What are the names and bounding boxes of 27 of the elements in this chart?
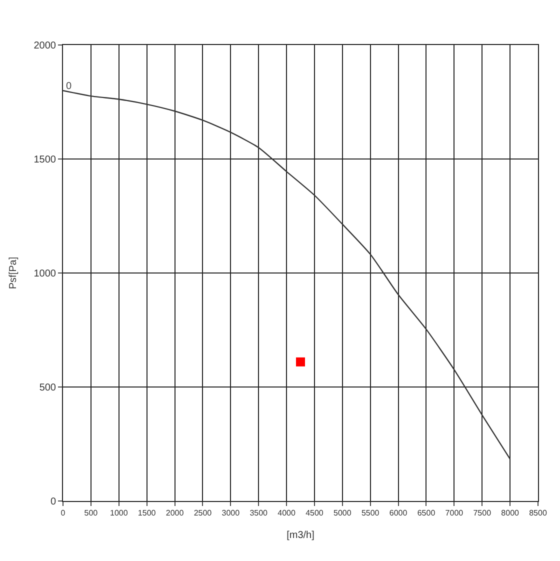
x-tick-label: 2000 [166, 508, 184, 518]
y-tick-label: 500 [39, 382, 56, 394]
x-tick-label: 5500 [361, 508, 380, 518]
y-tick-label: 1000 [34, 268, 56, 280]
line-series [63, 90, 511, 460]
x-tick-label: 6500 [417, 508, 436, 518]
x-tick-label: 0 [60, 508, 66, 518]
y-tick-label: 2000 [34, 40, 56, 52]
y-tick-label: 1500 [34, 154, 56, 166]
x-tick-label: 8500 [529, 508, 548, 518]
x-tick-label: 5000 [334, 508, 352, 518]
x-tick-label: 2500 [194, 508, 212, 518]
x-tick-label: 500 [84, 508, 98, 518]
x-tick-label: 6000 [389, 508, 408, 518]
x-tick-label: 3000 [222, 508, 240, 518]
x-tick-label: 7500 [473, 508, 492, 518]
x-tick-label: 3500 [250, 508, 268, 518]
x-tick-label: 4500 [306, 508, 324, 518]
x-tick-label: 8000 [501, 508, 520, 518]
x-tick-label: 7000 [445, 508, 464, 518]
y-tick-label: 0 [50, 496, 56, 508]
x-axis-title: [m3/h] [286, 530, 315, 542]
x-tick-label: 1500 [138, 508, 156, 518]
y-axis-title: Psf[Pa] [8, 256, 19, 290]
annotation: 0 [66, 81, 72, 92]
x-tick-label: 1000 [110, 508, 128, 518]
x-tick-label: 4000 [278, 508, 296, 518]
